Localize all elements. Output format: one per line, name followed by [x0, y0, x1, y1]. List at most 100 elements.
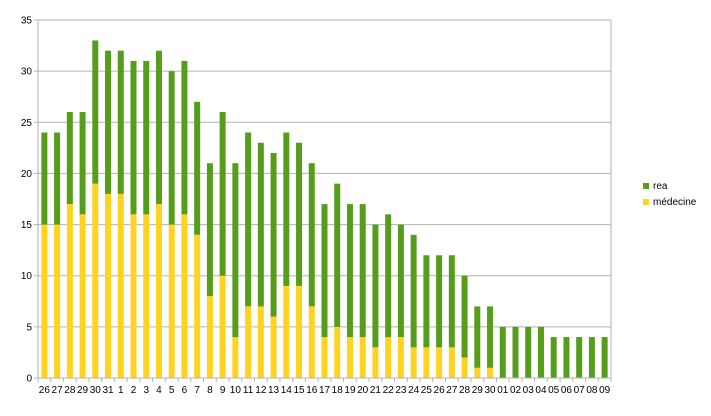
- y-tick-label: 15: [21, 220, 33, 231]
- bar-segment-medecine: [92, 184, 98, 378]
- bar-segment-rea: [474, 306, 480, 367]
- bar-segment-rea: [156, 51, 162, 204]
- bar-segment-rea: [347, 204, 353, 337]
- bar-segment-rea: [309, 163, 315, 306]
- y-tick-label: 30: [21, 67, 33, 78]
- legend: rea médecine: [643, 181, 697, 208]
- bar-segment-rea: [589, 337, 595, 378]
- bar-segment-rea: [283, 133, 289, 286]
- x-tick-label: 26: [39, 385, 51, 396]
- bar-segment-medecine: [143, 214, 149, 378]
- x-tick-label: 01: [497, 385, 509, 396]
- legend-swatch-medecine: [643, 199, 649, 205]
- bar-segment-medecine: [436, 347, 442, 378]
- x-tick-label: 20: [357, 385, 369, 396]
- x-tick-label: 30: [484, 385, 496, 396]
- bar-segment-rea: [67, 112, 73, 204]
- bar-segment-rea: [181, 61, 187, 214]
- y-tick-label: 20: [21, 169, 33, 180]
- bar-segment-medecine: [67, 204, 73, 378]
- x-tick-label: 06: [561, 385, 573, 396]
- x-tick-label: 29: [472, 385, 484, 396]
- bar-segment-medecine: [322, 337, 328, 378]
- bar-segment-rea: [143, 61, 149, 214]
- bar-segment-medecine: [220, 276, 226, 378]
- bar-segment-medecine: [169, 225, 175, 378]
- bar-segment-medecine: [462, 358, 468, 378]
- x-tick-label: 29: [77, 385, 89, 396]
- x-tick-label: 21: [370, 385, 382, 396]
- bar-segment-medecine: [309, 306, 315, 378]
- bar-segment-medecine: [271, 317, 277, 378]
- legend-label-rea: rea: [653, 181, 668, 192]
- bar-segment-medecine: [283, 286, 289, 378]
- x-tick-label: 11: [243, 385, 254, 396]
- bar-segment-medecine: [54, 225, 60, 378]
- x-tick-labels: 26 27 28 29 30 31 1 2 3 4 5 6 7 8 9 10 11 12 13 14 15 16 17 18 1…: [39, 385, 611, 396]
- x-tick-label: 1: [118, 385, 124, 396]
- bar-segment-medecine: [41, 225, 47, 378]
- bar-segment-rea: [271, 153, 277, 317]
- x-tick-label: 4: [156, 385, 162, 396]
- bar-segment-medecine: [487, 368, 493, 378]
- x-tick-label: 7: [194, 385, 200, 396]
- y-tick-label: 10: [21, 271, 33, 282]
- bar-segment-rea: [232, 163, 238, 337]
- bar-segment-medecine: [207, 296, 213, 378]
- x-tick-label: 17: [319, 385, 331, 396]
- x-tick-label: 27: [52, 385, 64, 396]
- bar-segment-rea: [334, 184, 340, 327]
- y-tick-label: 5: [26, 322, 32, 333]
- bar-segment-rea: [500, 327, 506, 378]
- x-tick-label: 24: [408, 385, 420, 396]
- bar-segment-medecine: [156, 204, 162, 378]
- x-tick-label: 08: [586, 385, 598, 396]
- x-tick-label: 31: [102, 385, 114, 396]
- y-tick-label: 0: [26, 374, 32, 385]
- bar-segment-medecine: [80, 214, 86, 378]
- y-tick-label: 35: [21, 16, 33, 27]
- bar-segment-rea: [436, 255, 442, 347]
- x-tick-label: 22: [383, 385, 395, 396]
- bar-segment-rea: [385, 214, 391, 337]
- bar-segment-rea: [105, 51, 111, 194]
- bar-segment-medecine: [181, 214, 187, 378]
- x-tick-label: 16: [306, 385, 318, 396]
- bar-segment-rea: [131, 61, 137, 214]
- bar-segment-medecine: [334, 327, 340, 378]
- bar-segment-medecine: [474, 368, 480, 378]
- bar-segment-rea: [322, 204, 328, 337]
- bar-segment-rea: [80, 112, 86, 214]
- x-tick-label: 6: [182, 385, 188, 396]
- bar-segment-medecine: [232, 337, 238, 378]
- bar-segment-rea: [169, 71, 175, 224]
- x-tick-label: 26: [434, 385, 446, 396]
- bar-segment-rea: [563, 337, 569, 378]
- bar-segment-rea: [296, 143, 302, 286]
- bar-segment-rea: [41, 133, 47, 225]
- bar-segment-rea: [245, 133, 251, 307]
- bar-segment-medecine: [411, 347, 417, 378]
- bar-segment-rea: [513, 327, 519, 378]
- bar-segment-medecine: [449, 347, 455, 378]
- bar-segment-medecine: [245, 306, 251, 378]
- bar-segment-medecine: [258, 306, 264, 378]
- x-tick-label: 12: [255, 385, 267, 396]
- bar-segment-medecine: [105, 194, 111, 378]
- x-tick-label: 30: [90, 385, 102, 396]
- bar-segment-medecine: [131, 214, 137, 378]
- x-tick-label: 19: [344, 385, 356, 396]
- bar-segment-rea: [551, 337, 557, 378]
- x-tick-label: 09: [599, 385, 611, 396]
- x-tick-label: 13: [268, 385, 280, 396]
- x-tick-label: 8: [207, 385, 213, 396]
- bar-segment-rea: [423, 255, 429, 347]
- bar-segment-rea: [525, 327, 531, 378]
- legend-label-medecine: médecine: [653, 197, 697, 208]
- bar-segment-rea: [372, 225, 378, 348]
- x-tick-label: 02: [510, 385, 522, 396]
- x-tick-label: 18: [332, 385, 344, 396]
- bar-segment-rea: [360, 204, 366, 337]
- bar-segment-rea: [487, 306, 493, 367]
